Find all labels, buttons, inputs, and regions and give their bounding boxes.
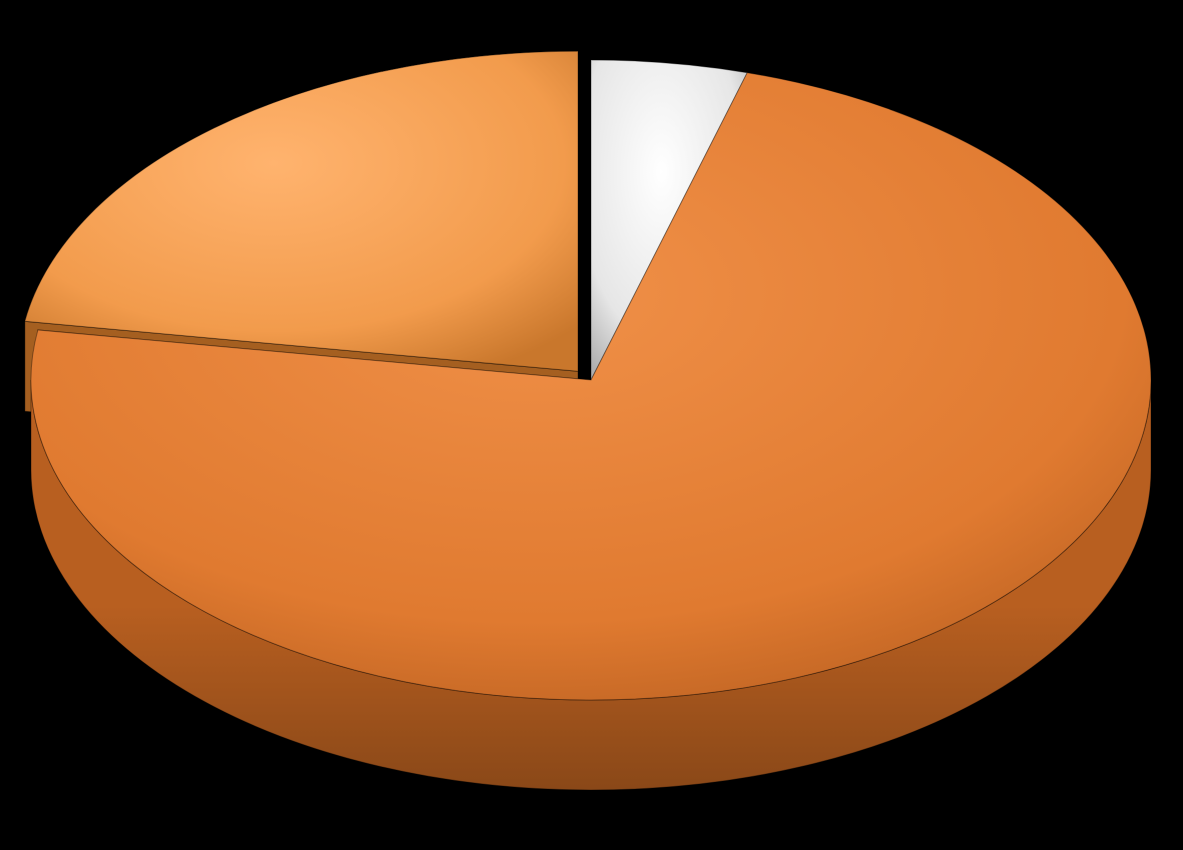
pie-slice-2-top xyxy=(25,51,578,371)
pie-chart-3d xyxy=(0,0,1183,850)
